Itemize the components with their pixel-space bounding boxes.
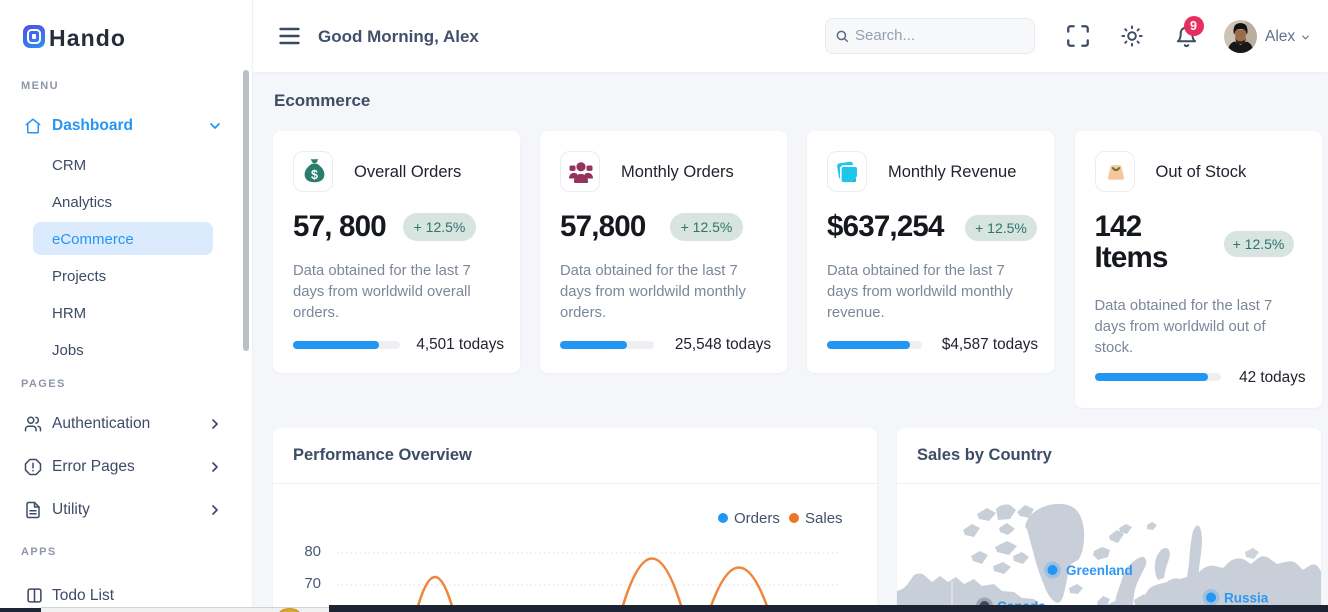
svg-text:Russia: Russia [1224, 591, 1269, 606]
svg-text:Greenland: Greenland [1066, 563, 1133, 578]
svg-text:$: $ [311, 168, 318, 182]
